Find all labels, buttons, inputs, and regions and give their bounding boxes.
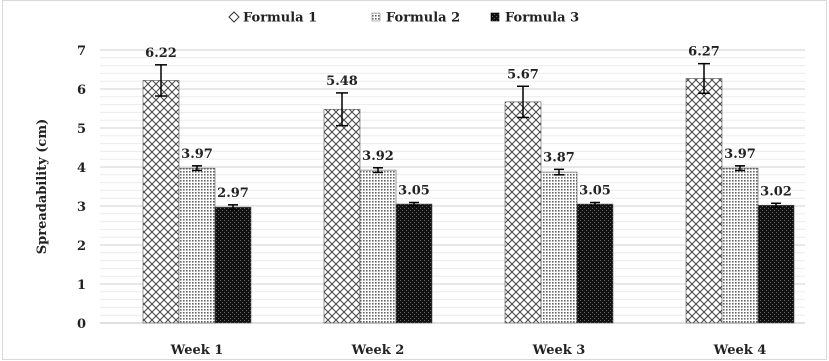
legend-swatch <box>490 12 500 22</box>
bar-formula-1-week-3 <box>504 101 542 324</box>
legend-swatch <box>228 11 240 23</box>
x-tick-label: Week 4 <box>713 343 767 358</box>
error-bar <box>735 165 745 172</box>
data-label: 3.92 <box>362 149 394 164</box>
error-bar <box>590 201 600 207</box>
bar-formula-3-week-2 <box>395 203 433 324</box>
error-bar <box>228 204 238 211</box>
error-bar <box>698 62 710 95</box>
legend-label: Formula 3 <box>505 11 579 26</box>
x-tick-label: Week 2 <box>351 343 405 358</box>
bars <box>142 62 795 324</box>
error-bar <box>554 168 564 176</box>
y-tick-label: 1 <box>77 278 86 293</box>
y-axis-title: Spreadability (cm) <box>35 119 50 255</box>
bar-formula-1-week-2 <box>323 108 361 324</box>
bar-formula-3-week-4 <box>757 204 795 324</box>
y-tick-label: 0 <box>77 317 86 332</box>
data-label: 5.48 <box>326 74 358 89</box>
legend-item-formula-2: Formula 2 <box>371 11 460 26</box>
legend: Formula 1 Formula 2 Formula 3 <box>228 11 579 26</box>
y-tick-label: 3 <box>77 200 86 215</box>
data-label: 2.97 <box>217 186 249 201</box>
error-bar <box>771 202 781 208</box>
data-label: 6.22 <box>145 46 177 61</box>
error-bar <box>373 167 383 174</box>
y-tick-label: 2 <box>77 239 86 254</box>
y-tick-label: 6 <box>77 83 86 98</box>
legend-swatch <box>371 12 381 22</box>
data-label: 3.97 <box>724 147 756 162</box>
x-tick-label: Week 1 <box>170 343 224 358</box>
legend-item-formula-1: Formula 1 <box>228 11 317 26</box>
bar-formula-2-week-1 <box>178 167 216 324</box>
bar-formula-1-week-1 <box>142 80 180 324</box>
data-label: 3.05 <box>398 183 430 198</box>
legend-item-formula-3: Formula 3 <box>490 11 579 26</box>
error-bar <box>336 92 348 127</box>
bar-formula-2-week-4 <box>721 167 759 324</box>
data-label: 5.67 <box>507 67 539 82</box>
labels: 6.22 3.97 2.97 5.48 3.92 3.05 5.67 3.87 3.05 6.27… <box>145 45 792 201</box>
axes: 0 1 2 3 4 5 6 7 Spreadability (cm) Week 1 Week 2 We… <box>35 44 805 358</box>
bar-formula-3-week-1 <box>214 206 252 324</box>
data-label: 3.97 <box>181 147 213 162</box>
error-bar <box>192 165 202 172</box>
bar-formula-2-week-3 <box>540 171 578 324</box>
y-tick-label: 5 <box>77 122 86 137</box>
data-label: 3.87 <box>543 150 575 165</box>
bar-formula-2-week-2 <box>359 169 397 324</box>
x-tick-label: Week 3 <box>532 343 586 358</box>
legend-label: Formula 1 <box>243 11 317 26</box>
data-label: 3.02 <box>760 184 792 199</box>
y-tick-label: 4 <box>77 161 86 176</box>
y-tick-label: 7 <box>77 44 86 59</box>
legend-label: Formula 2 <box>386 11 460 26</box>
bar-formula-3-week-3 <box>576 203 614 324</box>
error-bar <box>409 201 419 207</box>
data-label: 3.05 <box>579 183 611 198</box>
bar-formula-1-week-4 <box>685 78 723 324</box>
error-bar <box>155 64 167 97</box>
data-label: 6.27 <box>688 45 720 60</box>
error-bar <box>517 85 529 119</box>
